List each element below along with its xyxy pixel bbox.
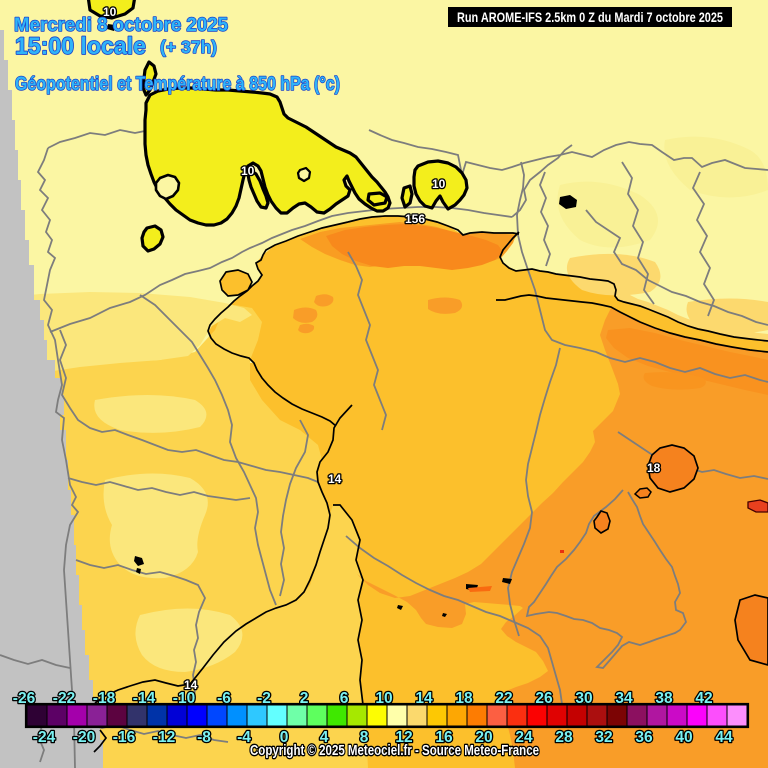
svg-text:18: 18 bbox=[455, 690, 473, 707]
svg-text:-10: -10 bbox=[173, 690, 195, 707]
svg-text:(+ 37h): (+ 37h) bbox=[160, 37, 217, 57]
svg-text:32: 32 bbox=[595, 729, 612, 746]
svg-text:Copyright © 2025 Meteociel.fr: Copyright © 2025 Meteociel.fr - Source M… bbox=[250, 743, 539, 759]
svg-text:-6: -6 bbox=[217, 690, 231, 707]
svg-text:36: 36 bbox=[635, 729, 653, 746]
svg-text:42: 42 bbox=[695, 690, 712, 707]
svg-text:14: 14 bbox=[184, 678, 198, 692]
svg-text:4: 4 bbox=[320, 729, 329, 746]
svg-text:-4: -4 bbox=[237, 729, 251, 746]
svg-text:-20: -20 bbox=[73, 729, 95, 746]
svg-text:30: 30 bbox=[575, 690, 592, 707]
svg-text:10: 10 bbox=[241, 164, 255, 178]
svg-text:2: 2 bbox=[300, 690, 309, 707]
svg-text:44: 44 bbox=[715, 729, 733, 746]
svg-text:-26: -26 bbox=[13, 690, 36, 707]
svg-text:38: 38 bbox=[655, 690, 673, 707]
svg-text:15:00 locale: 15:00 locale bbox=[15, 33, 146, 60]
svg-text:8: 8 bbox=[360, 729, 369, 746]
svg-text:Géopotentiel et Température à: Géopotentiel et Température à 850 hPa (°… bbox=[15, 74, 340, 95]
svg-text:34: 34 bbox=[615, 690, 633, 707]
svg-text:0: 0 bbox=[280, 729, 289, 746]
svg-text:156: 156 bbox=[405, 212, 425, 226]
svg-text:28: 28 bbox=[555, 729, 573, 746]
svg-text:-18: -18 bbox=[93, 690, 116, 707]
svg-text:12: 12 bbox=[395, 729, 412, 746]
svg-text:-24: -24 bbox=[33, 729, 56, 746]
svg-text:-8: -8 bbox=[197, 729, 211, 746]
svg-text:16: 16 bbox=[435, 729, 453, 746]
svg-text:Mercredi 8 octobre 2025: Mercredi 8 octobre 2025 bbox=[14, 15, 228, 36]
svg-text:-2: -2 bbox=[257, 690, 271, 707]
svg-text:-12: -12 bbox=[153, 729, 175, 746]
svg-text:14: 14 bbox=[328, 472, 342, 486]
svg-text:18: 18 bbox=[647, 461, 661, 475]
svg-text:Run AROME-IFS 2.5km 0 Z du Mar: Run AROME-IFS 2.5km 0 Z du Mardi 7 octob… bbox=[457, 10, 723, 25]
svg-text:10: 10 bbox=[103, 5, 117, 19]
svg-text:10: 10 bbox=[432, 177, 446, 191]
svg-text:20: 20 bbox=[475, 729, 492, 746]
svg-text:26: 26 bbox=[535, 690, 553, 707]
svg-text:40: 40 bbox=[675, 729, 692, 746]
svg-text:-22: -22 bbox=[53, 690, 75, 707]
svg-text:24: 24 bbox=[515, 729, 533, 746]
svg-text:22: 22 bbox=[495, 690, 512, 707]
svg-text:10: 10 bbox=[375, 690, 392, 707]
svg-text:-14: -14 bbox=[133, 690, 156, 707]
svg-text:-16: -16 bbox=[113, 729, 136, 746]
svg-text:14: 14 bbox=[415, 690, 433, 707]
svg-text:6: 6 bbox=[340, 690, 349, 707]
